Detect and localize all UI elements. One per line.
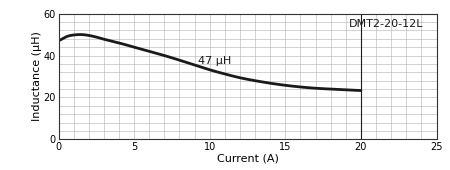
Text: DMT2-20-12L: DMT2-20-12L [349, 19, 423, 29]
X-axis label: Current (A): Current (A) [216, 154, 279, 164]
Text: 47 μH: 47 μH [198, 56, 231, 66]
Y-axis label: Inductance (μH): Inductance (μH) [32, 32, 42, 121]
